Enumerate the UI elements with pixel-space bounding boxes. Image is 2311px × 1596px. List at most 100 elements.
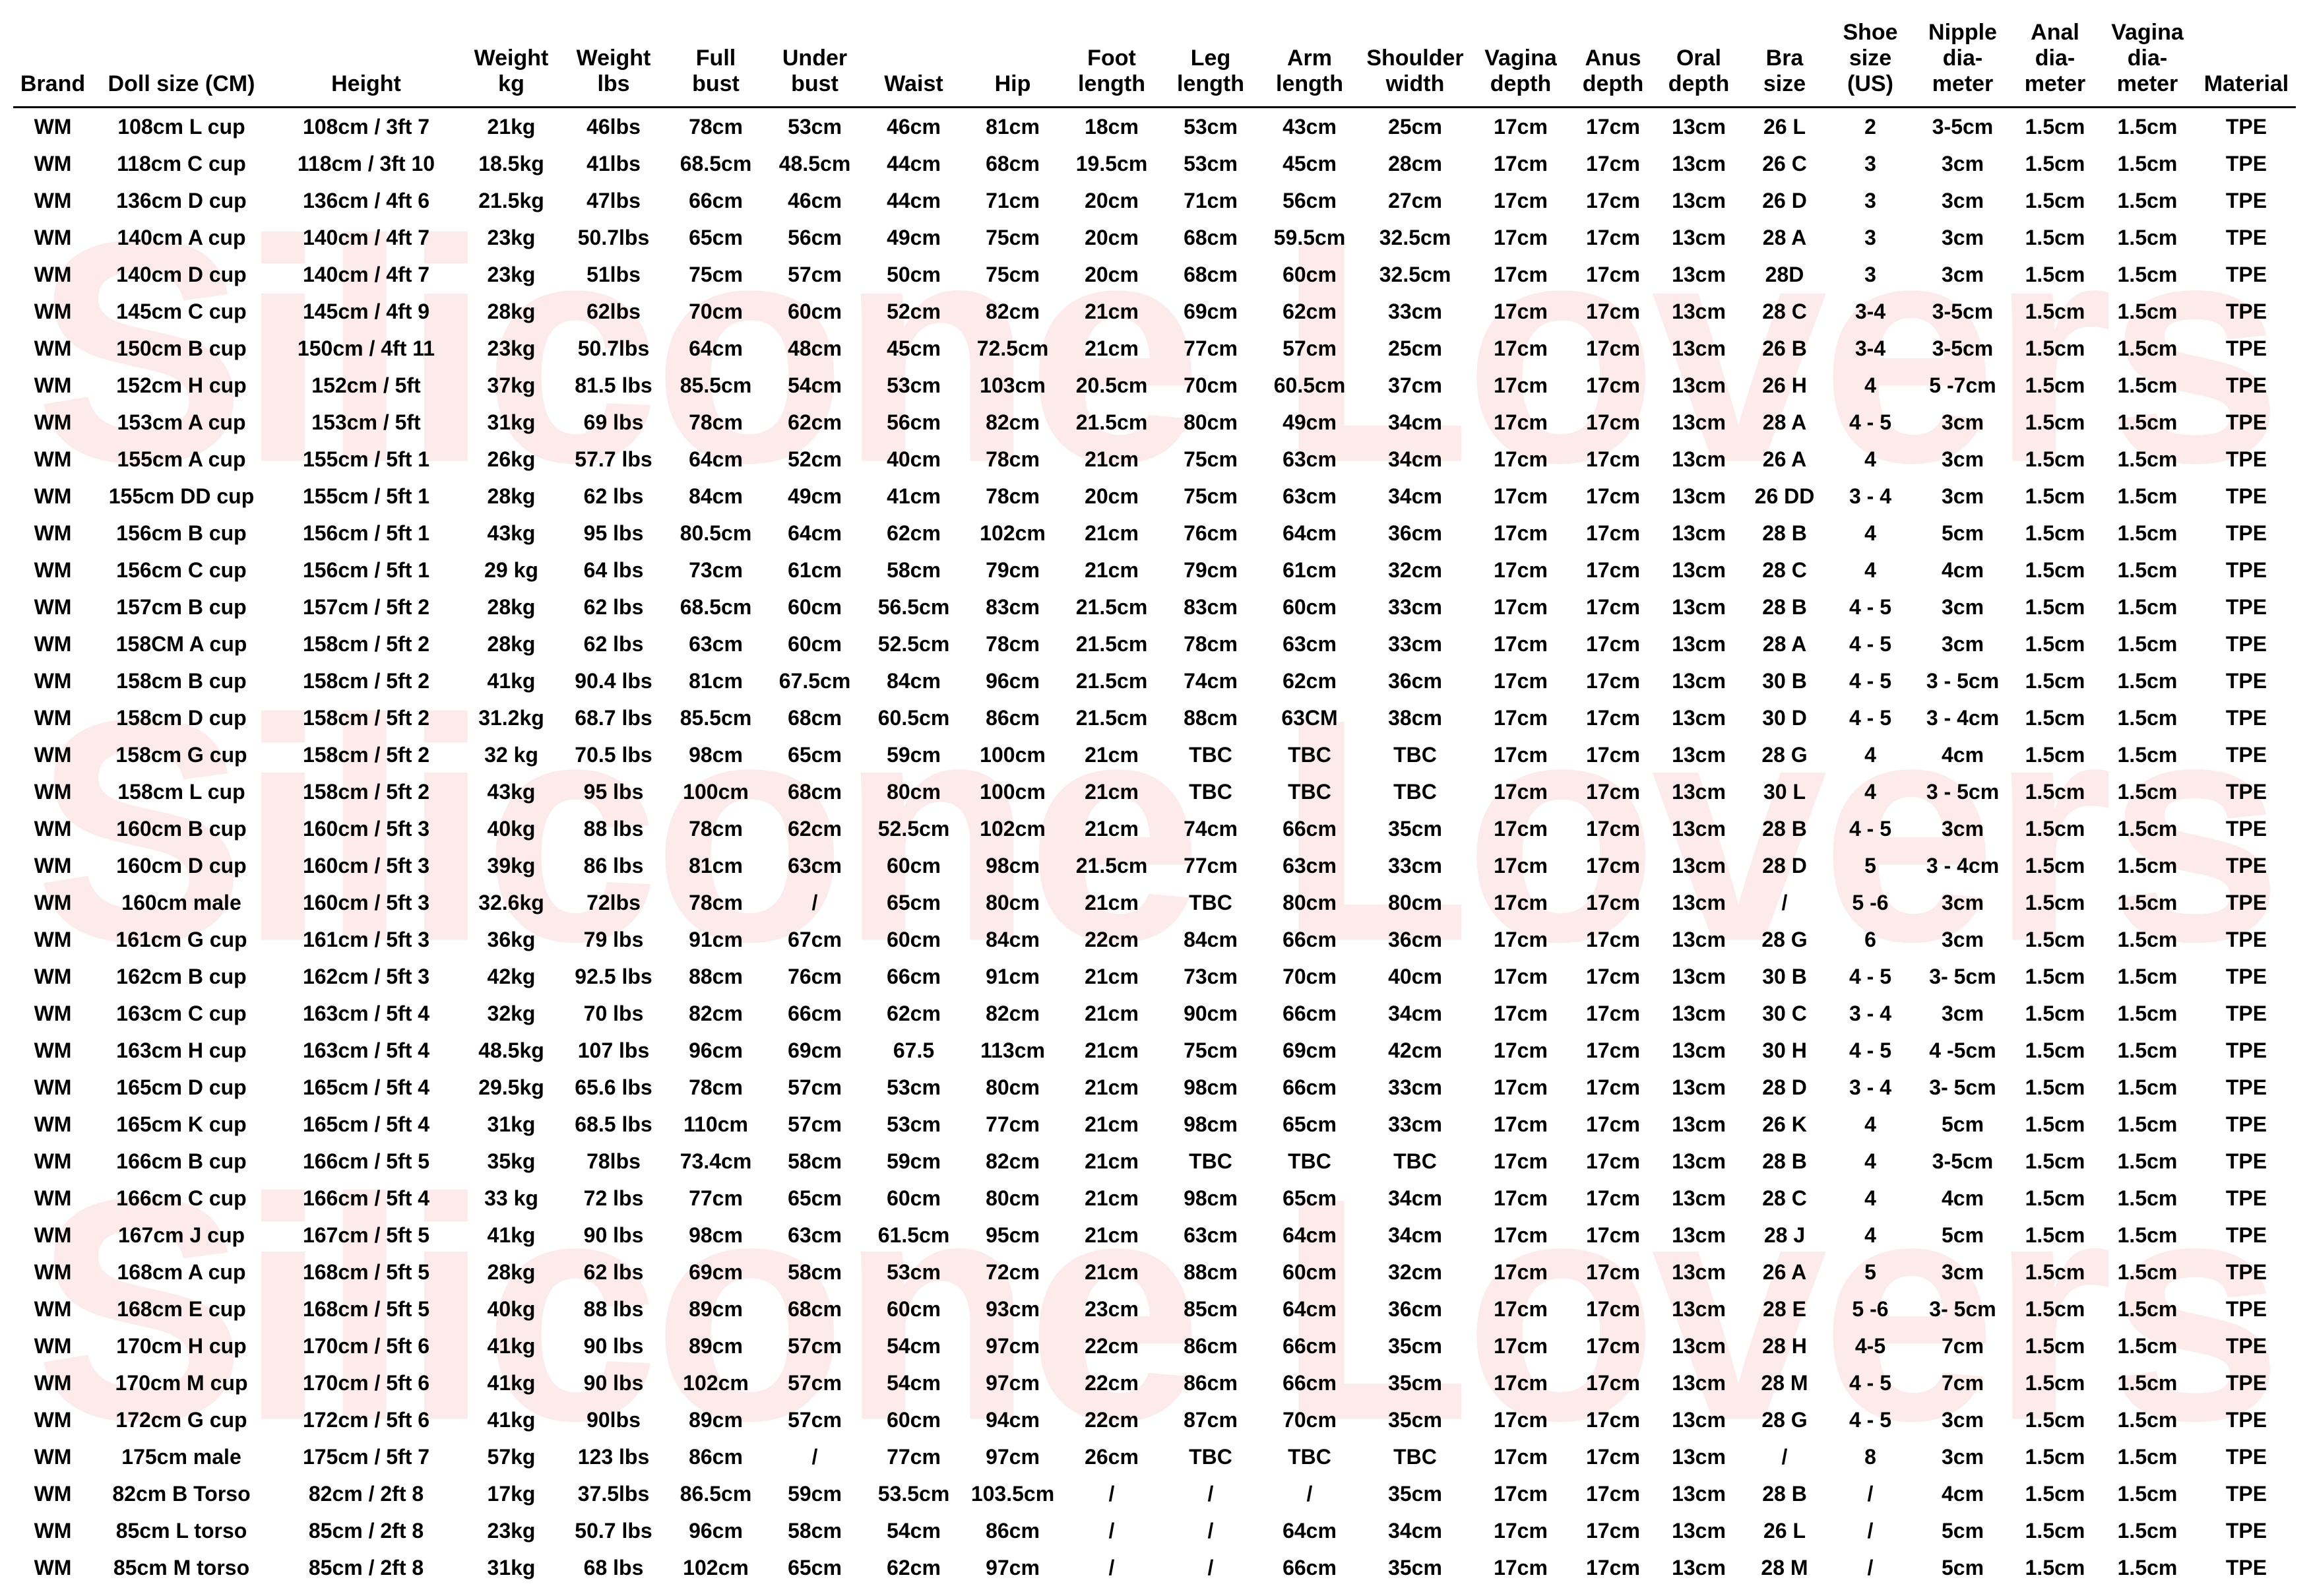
table-row: WM163cm H cup163cm / 5ft 448.5kg107 lbs9… [13,1032,2296,1069]
table-cell: 59cm [864,736,963,773]
table-cell: 1.5cm [2012,662,2098,699]
col-header: Height [270,13,462,108]
table-cell: 1.5cm [2012,921,2098,958]
col-header: Shoesize(US) [1827,13,1913,108]
table-row: WM160cm B cup160cm / 5ft 340kg88 lbs78cm… [13,810,2296,847]
table-cell: 17cm [1570,1549,1656,1586]
table-cell: WM [13,219,92,256]
table-cell: 17cm [1570,1327,1656,1364]
table-cell: 17cm [1471,182,1570,219]
table-cell: 3 - 5cm [1913,662,2012,699]
table-cell: 13cm [1656,404,1742,441]
table-cell: 69cm [1161,293,1260,330]
table-cell: 78cm [666,404,765,441]
col-header: Shoulderwidth [1359,13,1471,108]
table-cell: 95cm [963,1217,1062,1254]
table-cell: 17cm [1471,515,1570,552]
table-cell: 58cm [765,1254,864,1291]
table-cell: 21cm [1062,330,1161,367]
table-cell: 36cm [1359,921,1471,958]
table-cell: 102cm [963,515,1062,552]
table-cell: 17cm [1471,810,1570,847]
table-cell: 33cm [1359,847,1471,884]
table-cell: 30 D [1742,699,1827,736]
table-cell: 20cm [1062,182,1161,219]
table-row: WM161cm G cup161cm / 5ft 336kg79 lbs91cm… [13,921,2296,958]
table-cell: 60cm [864,847,963,884]
col-header: Armlength [1260,13,1359,108]
table-cell: WM [13,1254,92,1291]
table-cell: / [1260,1475,1359,1512]
col-header: Nippledia-meter [1913,13,2012,108]
table-row: WM156cm C cup156cm / 5ft 129 kg64 lbs73c… [13,552,2296,589]
table-cell: 30 B [1742,662,1827,699]
table-cell: 3cm [1913,625,2012,662]
table-cell: 41kg [462,1364,561,1401]
table-cell: WM [13,662,92,699]
table-cell: 82cm B Torso [92,1475,270,1512]
table-cell: 1.5cm [2012,773,2098,810]
table-cell: 17cm [1570,1069,1656,1106]
table-cell: 79 lbs [561,921,666,958]
table-cell: 54cm [864,1327,963,1364]
table-cell: 21cm [1062,552,1161,589]
table-cell: 63cm [1260,847,1359,884]
table-cell: 1.5cm [2012,108,2098,146]
table-cell: 3-4 [1827,293,1913,330]
table-cell: 85.5cm [666,699,765,736]
table-cell: 13cm [1656,1143,1742,1180]
table-cell: 17cm [1471,1327,1570,1364]
table-cell: 22cm [1062,921,1161,958]
table-cell: 33cm [1359,589,1471,625]
table-cell: 57cm [765,1327,864,1364]
table-cell: 118cm C cup [92,145,270,182]
table-cell: 64cm [666,330,765,367]
table-cell: 65cm [765,736,864,773]
table-cell: 86cm [1161,1364,1260,1401]
table-cell: 17kg [462,1475,561,1512]
table-cell: 68cm [1161,256,1260,293]
table-cell: 13cm [1656,1364,1742,1401]
table-cell: 17cm [1570,1475,1656,1512]
table-cell: 17cm [1471,921,1570,958]
table-cell: 28 C [1742,1180,1827,1217]
table-cell: 7cm [1913,1364,2012,1401]
table-cell: 100cm [963,736,1062,773]
table-cell: 21.5cm [1062,625,1161,662]
table-cell: / [1062,1475,1161,1512]
table-cell: 68.5 lbs [561,1106,666,1143]
table-cell: TPE [2197,773,2296,810]
table-cell: 53cm [765,108,864,146]
table-cell: 66cm [1260,995,1359,1032]
table-cell: 1.5cm [2012,736,2098,773]
table-cell: / [765,1438,864,1475]
table-cell: 13cm [1656,847,1742,884]
table-cell: 1.5cm [2098,404,2197,441]
table-cell: 13cm [1656,293,1742,330]
table-cell: 152cm / 5ft [270,367,462,404]
table-cell: 41kg [462,662,561,699]
table-cell: 48cm [765,330,864,367]
table-cell: 63CM [1260,699,1359,736]
table-cell: WM [13,441,92,478]
table-cell: WM [13,958,92,995]
table-cell: 4 [1827,773,1913,810]
table-cell: 62 lbs [561,589,666,625]
table-cell: 3- 5cm [1913,1069,2012,1106]
table-cell: 4 [1827,1143,1913,1180]
table-cell: 110cm [666,1106,765,1143]
table-cell: 86cm [1161,1327,1260,1364]
table-cell: 28 G [1742,921,1827,958]
table-cell: 13cm [1656,1180,1742,1217]
table-cell: 1.5cm [2098,108,2197,146]
table-cell: TPE [2197,441,2296,478]
table-cell: 1.5cm [2098,1069,2197,1106]
table-row: WM158CM A cup158cm / 5ft 228kg62 lbs63cm… [13,625,2296,662]
table-cell: 13cm [1656,1327,1742,1364]
table-row: WM156cm B cup156cm / 5ft 143kg95 lbs80.5… [13,515,2296,552]
table-cell: 123 lbs [561,1438,666,1475]
table-cell: 21.5cm [1062,662,1161,699]
table-cell: 30 L [1742,773,1827,810]
table-cell: 13cm [1656,1254,1742,1291]
table-cell: 17cm [1471,589,1570,625]
